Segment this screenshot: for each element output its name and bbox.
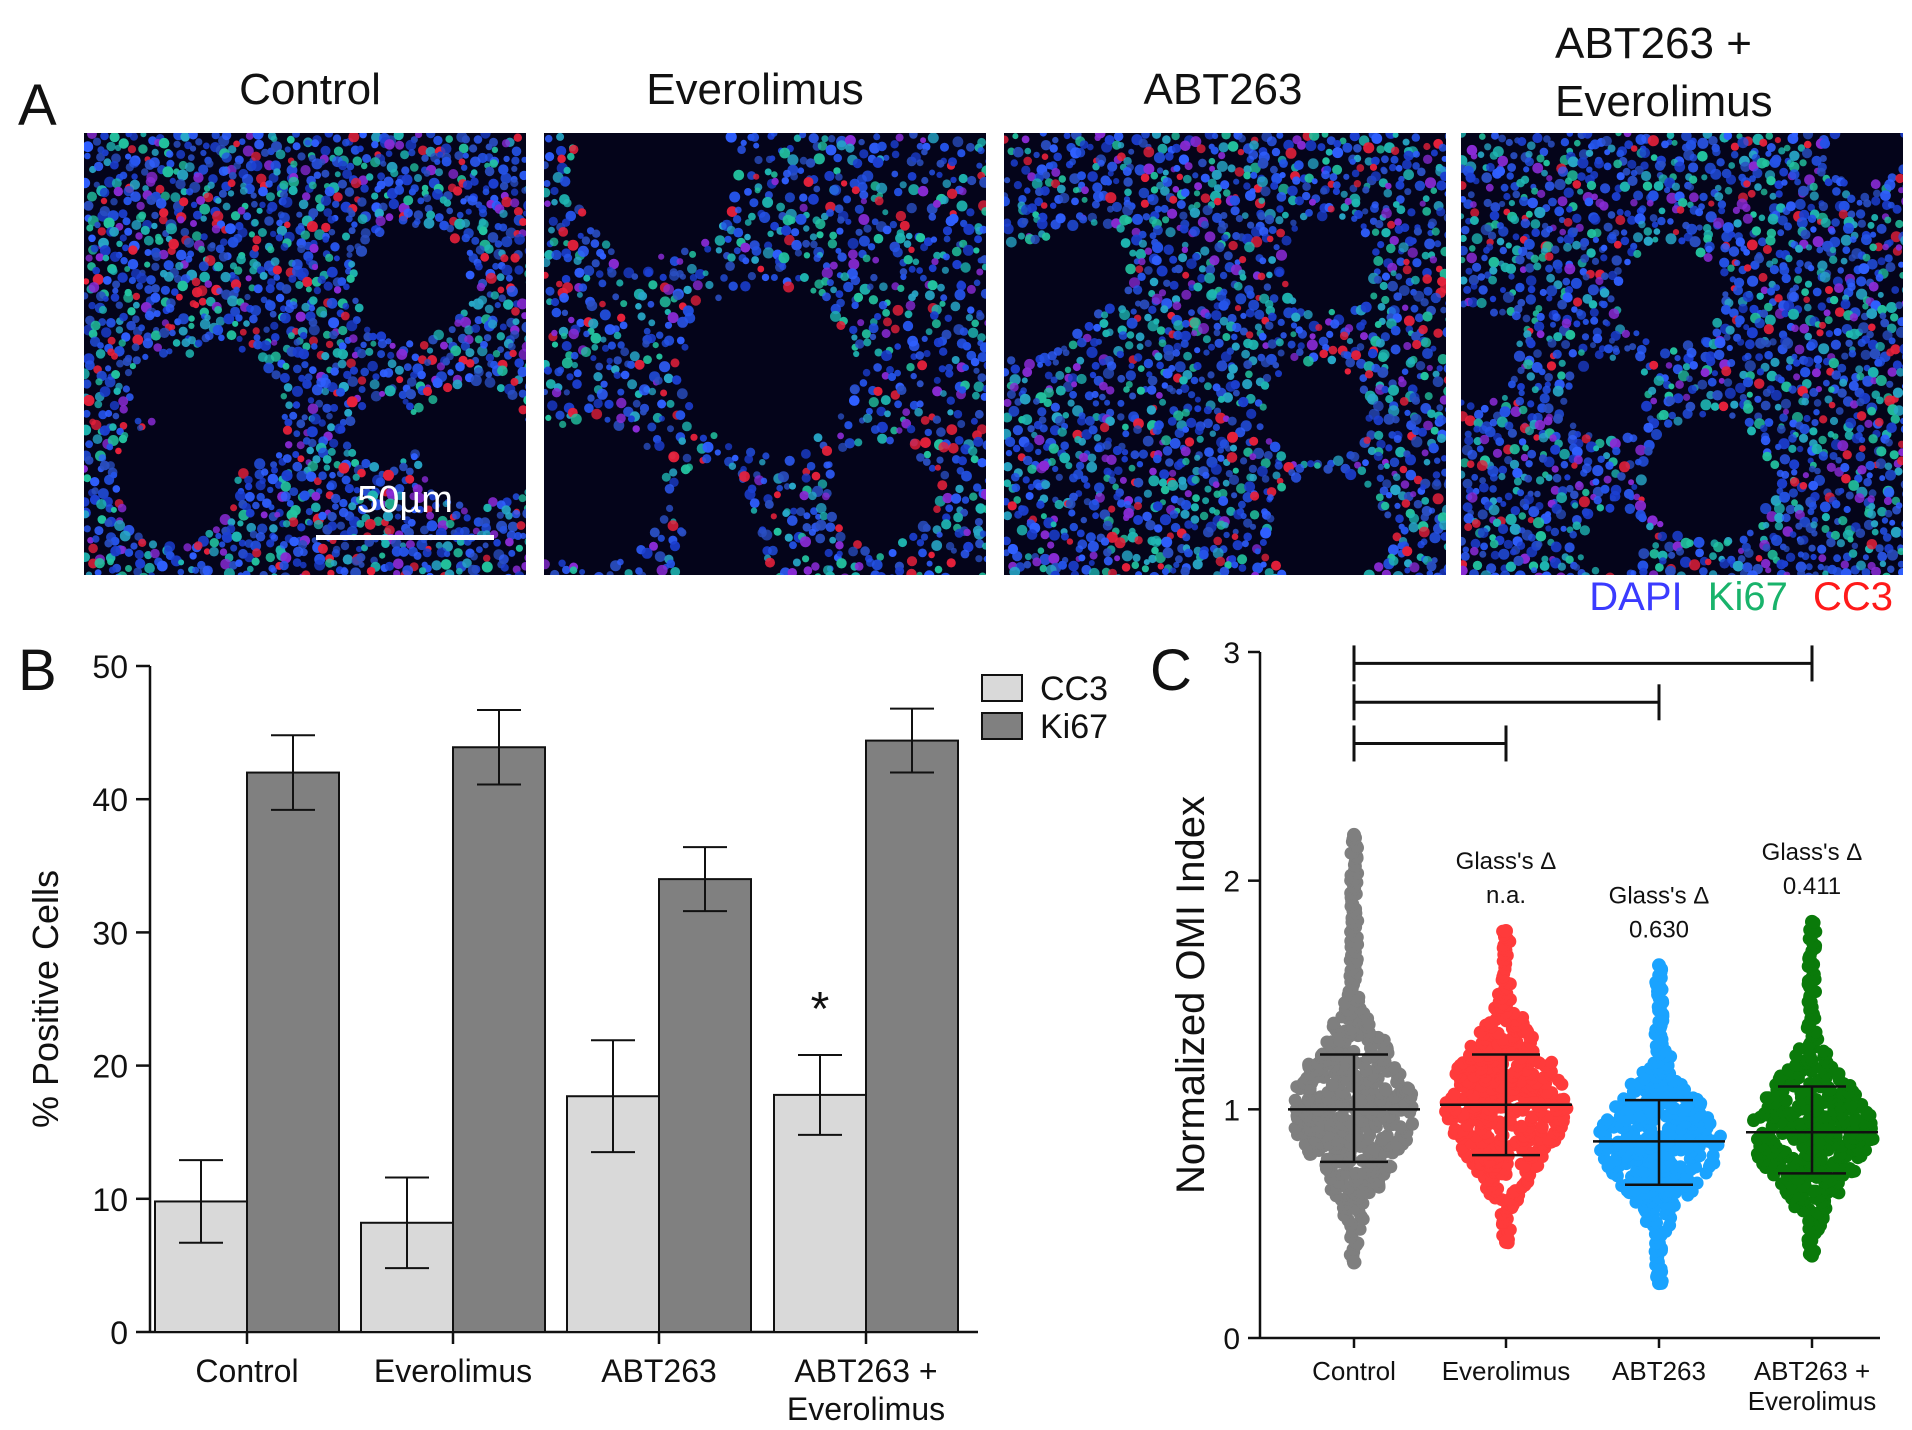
min-point bbox=[1347, 1255, 1361, 1270]
stain-legend-dapi: DAPI bbox=[1589, 575, 1682, 619]
legend-label-cc3: CC3 bbox=[1040, 670, 1108, 708]
panel-a: A Control Everolimus ABT263 ABT263 + Eve… bbox=[18, 19, 1903, 619]
glass-delta-title: Glass's Δ bbox=[1609, 882, 1710, 909]
x-tick-label: ABT263 + bbox=[794, 1353, 937, 1389]
max-point bbox=[1805, 914, 1819, 929]
stain-legend-ki67: Ki67 bbox=[1708, 575, 1788, 619]
image-title-combo-line1: ABT263 + bbox=[1555, 19, 1752, 68]
image-title-combo-line2: Everolimus bbox=[1555, 77, 1773, 126]
panel-a-letter: A bbox=[18, 73, 57, 138]
min-point bbox=[1652, 1276, 1666, 1291]
y-tick-label: 3 bbox=[1223, 637, 1240, 670]
x-tick-label: ABT263 bbox=[1612, 1356, 1706, 1386]
image-title-control: Control bbox=[239, 65, 381, 114]
x-tick-label: ABT263 + bbox=[1754, 1356, 1870, 1386]
y-tick-label: 30 bbox=[92, 915, 128, 951]
max-point bbox=[1347, 827, 1361, 842]
panel-b-letter: B bbox=[18, 638, 57, 703]
scale-bar: 50µm bbox=[316, 479, 494, 540]
bar-chart: 0 10 20 30 40 50 % Positive Cells Control Everol… bbox=[25, 649, 1108, 1427]
beeswarm-chart: 0 1 2 3 Normalized OMI Index Control Glass's Δ… bbox=[1169, 637, 1880, 1416]
scale-bar-line bbox=[316, 535, 494, 540]
legend-swatch-ki67 bbox=[981, 712, 1023, 740]
glass-delta-value: n.a. bbox=[1486, 882, 1526, 909]
micrograph-control bbox=[84, 133, 526, 575]
x-tick-label: Everolimus bbox=[1442, 1356, 1571, 1386]
y-tick-label: 50 bbox=[92, 649, 128, 685]
y-tick-label: 0 bbox=[1223, 1323, 1240, 1356]
micrograph-cells bbox=[544, 133, 986, 575]
y-axis-label: Normalized OMI Index bbox=[1169, 796, 1213, 1194]
y-tick-label: 2 bbox=[1223, 866, 1240, 899]
bar-ki67 bbox=[246, 771, 340, 1333]
glass-delta-title: Glass's Δ bbox=[1456, 848, 1557, 875]
image-title-everolimus: Everolimus bbox=[646, 65, 864, 114]
stain-legend-cc3: CC3 bbox=[1813, 575, 1893, 619]
significance-marker: * bbox=[811, 983, 830, 1036]
swarm-control bbox=[1288, 827, 1419, 1270]
y-tick-label: 10 bbox=[92, 1182, 128, 1218]
min-point bbox=[1499, 1234, 1513, 1249]
x-tick-label: Everolimus bbox=[374, 1353, 532, 1389]
swarm-abt263-everolimus bbox=[1747, 914, 1880, 1263]
scale-bar-label: 50µm bbox=[357, 479, 453, 521]
y-tick-label: 1 bbox=[1223, 1094, 1240, 1127]
micrograph-abt263-everolimus bbox=[1461, 133, 1903, 575]
stain-legend: DAPI Ki67 CC3 bbox=[1589, 575, 1893, 619]
max-point bbox=[1499, 923, 1513, 938]
bar-ki67 bbox=[658, 878, 752, 1333]
x-tick-label: Everolimus bbox=[1748, 1386, 1877, 1416]
y-axis-label: % Positive Cells bbox=[25, 870, 66, 1128]
swarm-everolimus bbox=[1439, 923, 1574, 1250]
y-tick-label: 20 bbox=[92, 1049, 128, 1085]
micrograph-cells bbox=[1461, 133, 1903, 575]
bar-ki67 bbox=[865, 739, 959, 1333]
glass-delta-title: Glass's Δ bbox=[1762, 839, 1863, 866]
micrograph-everolimus bbox=[544, 133, 986, 575]
x-tick-label: Control bbox=[1312, 1356, 1396, 1386]
micrograph-cells bbox=[84, 133, 526, 575]
panel-b: B 0 10 20 30 40 50 % Positive Cells Control Ever… bbox=[18, 638, 1108, 1427]
x-tick-label: ABT263 bbox=[601, 1353, 717, 1389]
y-tick-label: 0 bbox=[110, 1315, 128, 1351]
glass-delta-value: 0.630 bbox=[1629, 916, 1689, 943]
glass-delta-value: 0.411 bbox=[1783, 873, 1841, 900]
micrograph-cells bbox=[1004, 133, 1446, 575]
legend-swatch-cc3 bbox=[981, 674, 1023, 702]
micrograph-abt263 bbox=[1004, 133, 1446, 575]
x-tick-label: Everolimus bbox=[787, 1391, 945, 1427]
image-title-abt263: ABT263 bbox=[1144, 65, 1303, 114]
y-tick-label: 40 bbox=[92, 782, 128, 818]
legend-label-ki67: Ki67 bbox=[1040, 708, 1108, 746]
panel-c-letter: C bbox=[1150, 638, 1192, 703]
max-point bbox=[1652, 958, 1666, 973]
min-point bbox=[1805, 1248, 1819, 1263]
panel-c: C 0 1 2 3 Normalized OMI Index Control Glass's… bbox=[1150, 637, 1880, 1416]
bar-ki67 bbox=[452, 746, 546, 1333]
x-tick-label: Control bbox=[195, 1353, 298, 1389]
micrograph-row bbox=[84, 133, 1903, 575]
